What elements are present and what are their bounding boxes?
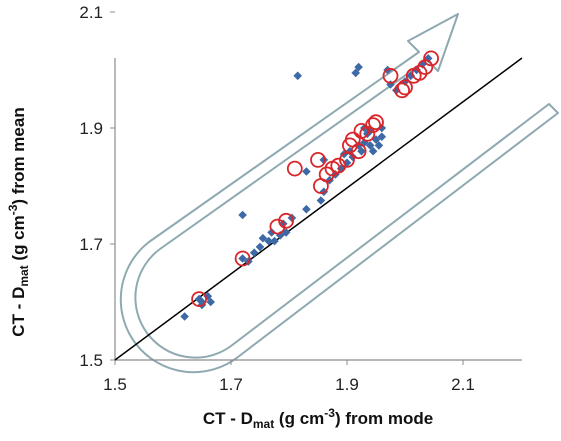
highlight-circle [417,59,434,75]
data-point [302,167,311,176]
data-point [365,141,375,150]
one-to-one-line [114,57,523,361]
y-tick-label: 1.5 [79,351,103,370]
highlight-circle [397,79,413,96]
data-point [238,210,247,220]
axes [110,11,522,365]
x-axis-title: CT - Dmat (g cm-3) from mode [203,406,433,431]
data-point [319,155,329,165]
highlight-circle [318,166,335,183]
highlight-circle [191,291,208,308]
data-point [264,236,273,246]
data-point [316,196,326,205]
trend-arrow-path [119,13,559,374]
data-point [357,146,366,156]
data-point [206,297,215,307]
x-tick-label: 1.5 [103,375,127,394]
data-point [267,228,276,237]
highlight-circle [365,117,382,133]
data-point [371,135,381,144]
y-tick-label: 1.7 [79,235,103,254]
data-point [374,141,384,150]
data-point [180,312,189,321]
data-point [238,254,247,263]
x-tick-label: 1.7 [219,375,243,394]
highlight-circle [359,125,376,142]
highlight-circle [278,212,295,229]
highlight-circle [394,82,411,99]
data-point [368,146,378,156]
y-tick-label: 1.9 [79,119,103,138]
data-point [293,71,302,81]
data-point [342,158,352,168]
highlight-circle [350,143,367,160]
highlight-circle [234,250,251,267]
data-point [249,248,259,257]
data-point [255,242,265,252]
y-axis-title: CT - Dmat (g cm-3) from mean [6,107,31,336]
highlight-circle [286,160,303,177]
data-point [354,62,363,72]
highlight-circle [310,151,326,168]
series-points [180,54,433,321]
highlight-circle [382,67,399,84]
highlight-circles [191,50,440,308]
data-point [203,291,213,301]
data-point [423,54,433,63]
data-point [351,68,360,78]
highlight-circle [423,50,440,67]
data-point [302,204,311,214]
tick-labels: 1.5 1.7 1.9 2.1 1.5 1.7 1.9 2.1 [79,3,474,394]
data-point [354,141,363,150]
data-point [345,146,355,156]
data-point [276,231,285,240]
data-point [406,71,416,81]
x-tick-label: 2.1 [451,375,475,394]
data-point [392,86,401,95]
reference-line-group [114,57,523,361]
trend-arrow-outline [119,13,559,374]
data-point [281,228,291,237]
highlight-circle [368,114,384,131]
x-tick-label: 1.9 [335,375,359,394]
data-point [270,236,279,246]
y-tick-label: 2.1 [79,3,103,22]
highlight-circle [339,151,355,168]
highlight-circle [269,218,286,235]
data-point [258,233,268,243]
highlight-circle [411,65,428,81]
highlight-circle [330,157,347,174]
data-point [377,132,387,141]
